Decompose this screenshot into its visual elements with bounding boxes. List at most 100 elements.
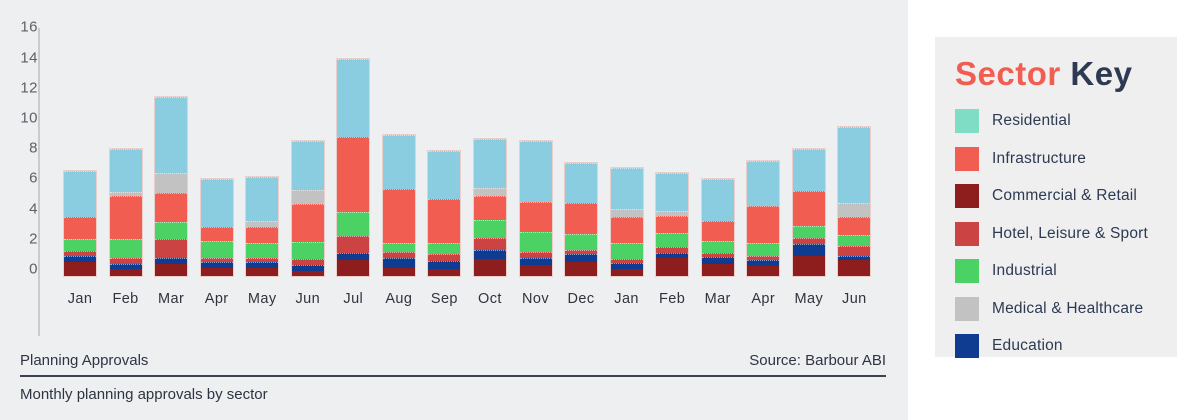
bar-segment-hotel-leisure-sport bbox=[155, 239, 188, 258]
bar-14-feb bbox=[655, 172, 690, 277]
bar-6-jun bbox=[290, 140, 325, 277]
x-tick-label-13-jan: Jan bbox=[614, 291, 639, 307]
bar-segment-hotel-leisure-sport bbox=[337, 236, 370, 253]
bar-segment-medical-healthcare bbox=[838, 203, 871, 218]
y-tick-label-2: 2 bbox=[29, 230, 38, 248]
bar-segment-infrastructure bbox=[109, 196, 142, 240]
bar-16-apr bbox=[746, 159, 781, 278]
bar-segment-residential bbox=[64, 170, 96, 218]
bar-segment-infrastructure bbox=[473, 195, 506, 220]
y-tick-label-8: 8 bbox=[29, 139, 38, 157]
legend-swatch-industrial bbox=[955, 259, 979, 283]
bar-segment-industrial bbox=[519, 231, 552, 252]
bar-segment-infrastructure bbox=[246, 226, 279, 243]
bar-segment-education bbox=[610, 263, 643, 270]
bar-segment-residential bbox=[382, 134, 415, 190]
legend-item-education: Education bbox=[955, 334, 1177, 358]
x-tick-label-12-dec: Dec bbox=[567, 291, 595, 307]
bar-segment-hotel-leisure-sport bbox=[473, 238, 506, 250]
bar-8-aug bbox=[381, 133, 416, 278]
x-tick-label-1-jan: Jan bbox=[67, 291, 93, 307]
legend-label-residential: Residential bbox=[992, 112, 1071, 129]
bar-segment-industrial bbox=[656, 232, 689, 248]
bar-segment-education bbox=[291, 265, 324, 271]
legend-swatch-commercial-retail bbox=[955, 184, 979, 208]
bar-segment-education bbox=[200, 261, 233, 269]
bar-segment-industrial bbox=[792, 226, 825, 239]
bar-segment-infrastructure bbox=[155, 192, 188, 222]
bar-segment-infrastructure bbox=[200, 226, 233, 241]
x-tick-label-3-mar: Mar bbox=[158, 291, 185, 307]
bar-7-jul bbox=[336, 57, 371, 278]
bar-segment-medical-healthcare bbox=[109, 192, 142, 197]
bar-segment-medical-healthcare bbox=[656, 211, 689, 216]
legend-item-hotel-leisure-sport: Hotel, Leisure & Sport bbox=[955, 221, 1177, 246]
bar-segment-education bbox=[109, 263, 142, 270]
bar-segment-hotel-leisure-sport bbox=[656, 247, 689, 253]
x-tick-label-16-apr: Apr bbox=[751, 291, 776, 307]
x-tick-label-4-apr: Apr bbox=[204, 291, 229, 307]
bar-segment-education bbox=[337, 252, 370, 260]
legend-title-key: Key bbox=[1070, 55, 1133, 92]
bar-segment-commercial-retail bbox=[428, 269, 461, 276]
bar-segment-education bbox=[382, 258, 415, 269]
bar-segment-hotel-leisure-sport bbox=[291, 259, 324, 266]
bar-segment-residential bbox=[792, 149, 825, 191]
legend-label-commercial-retail: Commercial & Retail bbox=[992, 187, 1138, 204]
bar-segment-residential bbox=[109, 148, 142, 193]
bar-segment-infrastructure bbox=[519, 201, 552, 232]
legend-label-industrial: Industrial bbox=[992, 262, 1057, 279]
bar-segment-education bbox=[656, 252, 689, 259]
bar-segment-education bbox=[428, 261, 461, 270]
bar-segment-commercial-retail bbox=[838, 259, 871, 276]
legend-label-education: Education bbox=[992, 337, 1063, 354]
bar-segment-education bbox=[64, 255, 96, 263]
bar-segment-commercial-retail bbox=[519, 264, 552, 276]
legend-swatch-hotel-leisure-sport bbox=[955, 221, 979, 246]
bar-segment-industrial bbox=[610, 243, 643, 260]
legend-swatch-residential bbox=[955, 109, 979, 133]
bar-segment-commercial-retail bbox=[656, 258, 689, 276]
x-tick-label-18-jun: Jun bbox=[842, 291, 867, 307]
bar-segment-commercial-retail bbox=[473, 259, 506, 276]
plot-area: 0 2 4 6 8 10 12 14 16 Jan Feb Mar Apr May Jun Jul Aug Sep… bbox=[20, 18, 872, 336]
bar-15-mar bbox=[700, 177, 735, 278]
bar-segment-industrial bbox=[337, 212, 370, 237]
bar-segment-education bbox=[473, 249, 506, 260]
bar-segment-industrial bbox=[473, 219, 506, 239]
bar-segment-residential bbox=[428, 151, 461, 199]
bar-segment-industrial bbox=[200, 241, 233, 258]
legend-item-commercial-retail: Commercial & Retail bbox=[955, 184, 1177, 208]
chart-footer: Planning Approvals Source: Barbour ABI M… bbox=[20, 352, 886, 403]
bar-17-may bbox=[791, 148, 826, 277]
bar-segment-commercial-retail bbox=[109, 269, 142, 276]
bar-segment-infrastructure bbox=[792, 190, 825, 226]
bar-segment-residential bbox=[246, 177, 279, 221]
bar-segment-industrial bbox=[246, 242, 279, 258]
chart-source: Source: Barbour ABI bbox=[749, 352, 886, 369]
x-tick-label-14-feb: Feb bbox=[659, 291, 686, 307]
bar-segment-education bbox=[565, 254, 598, 262]
bar-segment-commercial-retail bbox=[382, 268, 415, 276]
legend-label-hotel-leisure-sport: Hotel, Leisure & Sport bbox=[992, 224, 1149, 242]
bar-13-jan bbox=[609, 167, 644, 277]
chart-title: Planning Approvals bbox=[20, 352, 149, 369]
x-tick-label-17-may: May bbox=[794, 291, 824, 307]
bar-segment-residential bbox=[155, 97, 188, 174]
bar-segment-hotel-leisure-sport bbox=[200, 257, 233, 262]
planning-approvals-chart-panel: 0 2 4 6 8 10 12 14 16 Jan Feb Mar Apr May Jun Jul Aug Sep… bbox=[0, 0, 908, 420]
bar-segment-medical-healthcare bbox=[246, 220, 279, 227]
sector-key-legend: Sector Key Residential Infrastructure Comm… bbox=[935, 37, 1177, 358]
legend-item-infrastructure: Infrastructure bbox=[955, 146, 1177, 171]
bar-segment-education bbox=[792, 244, 825, 256]
bar-segment-commercial-retail bbox=[337, 259, 370, 276]
bar-segment-industrial bbox=[382, 243, 415, 253]
y-tick-label-16: 16 bbox=[20, 18, 38, 36]
bar-segment-education bbox=[747, 260, 780, 266]
bar-segment-infrastructure bbox=[747, 206, 780, 244]
bar-segment-industrial bbox=[291, 242, 324, 260]
bar-segment-industrial bbox=[747, 243, 780, 256]
bar-segment-medical-healthcare bbox=[473, 187, 506, 196]
bar-segment-residential bbox=[473, 138, 506, 188]
